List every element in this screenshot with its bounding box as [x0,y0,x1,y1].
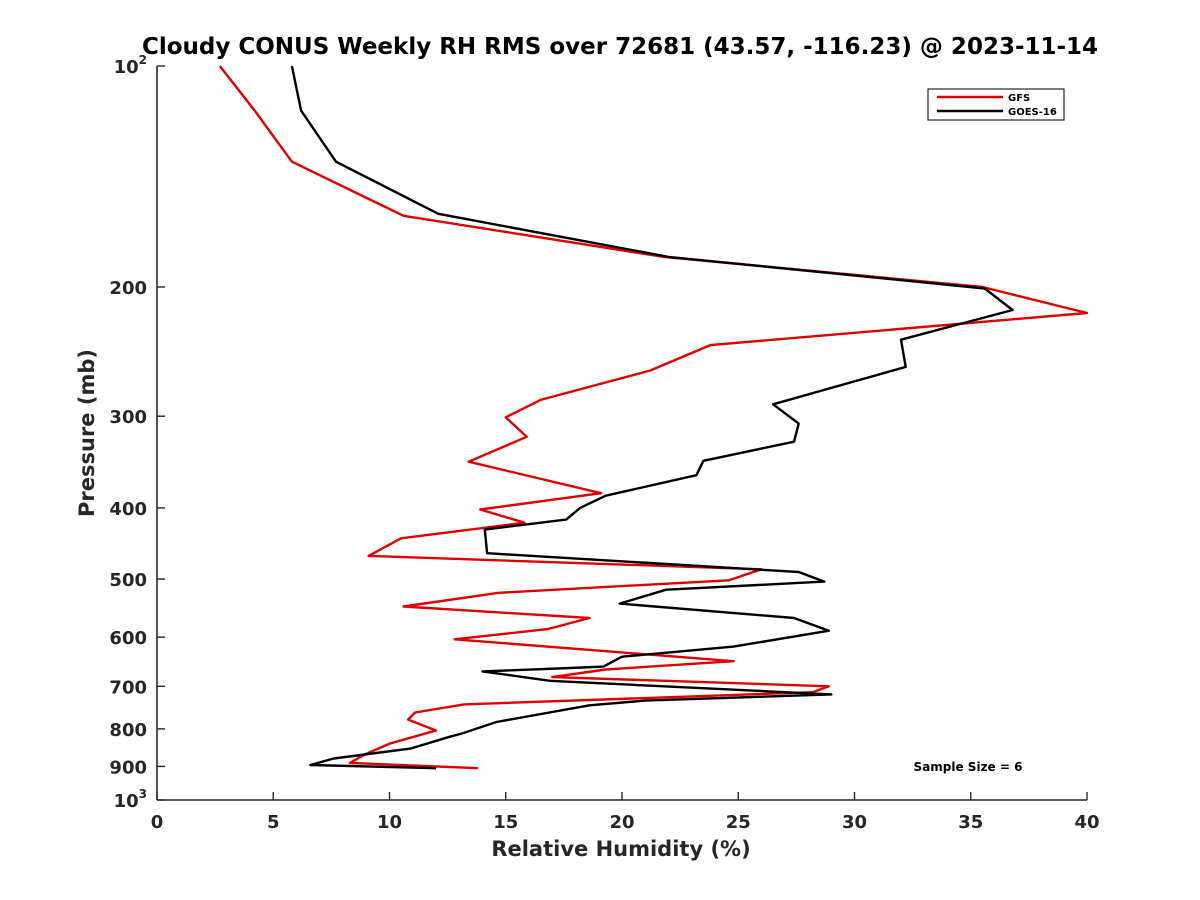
series-line-gfs [218,65,1089,770]
x-tick-label: 10 [377,812,402,833]
x-tick-labels: 0 5 10 15 20 25 30 35 40 [151,812,1100,833]
y-tick-label: 900 [109,757,147,778]
y-tick-label: 102 [114,53,147,78]
y-axis-label: Pressure (mb) [75,349,99,517]
sample-size-annotation: Sample Size = 6 [914,760,1023,774]
y-tick-label: 200 [109,278,147,299]
series-line-goes16 [290,65,1014,770]
y-tick-label: 800 [109,720,147,741]
x-tick-label: 15 [493,812,518,833]
x-tick-label: 20 [609,812,634,833]
y-tick-label: 103 [114,787,147,812]
axes [156,65,1088,801]
legend-label-gfs: GFS [1008,93,1030,104]
y-tick-label: 500 [109,570,147,591]
x-tick-label: 40 [1074,812,1099,833]
x-tick-label: 25 [726,812,751,833]
x-tick-label: 5 [267,812,280,833]
x-axis-label: Relative Humidity (%) [491,837,750,861]
y-tick-labels: 102 200 300 400 500 600 700 800 900 103 [109,53,147,812]
y-tick-label: 300 [109,407,147,428]
legend-label-goes16: GOES-16 [1008,107,1057,118]
x-tick-label: 30 [842,812,867,833]
y-tick-label: 600 [109,628,147,649]
x-tick-label: 35 [958,812,983,833]
series-layer [218,65,1089,770]
y-tick-label: 400 [109,499,147,520]
chart-title: Cloudy CONUS Weekly RH RMS over 72681 (4… [142,34,1098,60]
y-tick-label: 700 [109,677,147,698]
legend-box [927,88,1065,121]
chart-legend: GFS GOES-16 [927,88,1065,121]
x-tick-label: 0 [151,812,164,833]
